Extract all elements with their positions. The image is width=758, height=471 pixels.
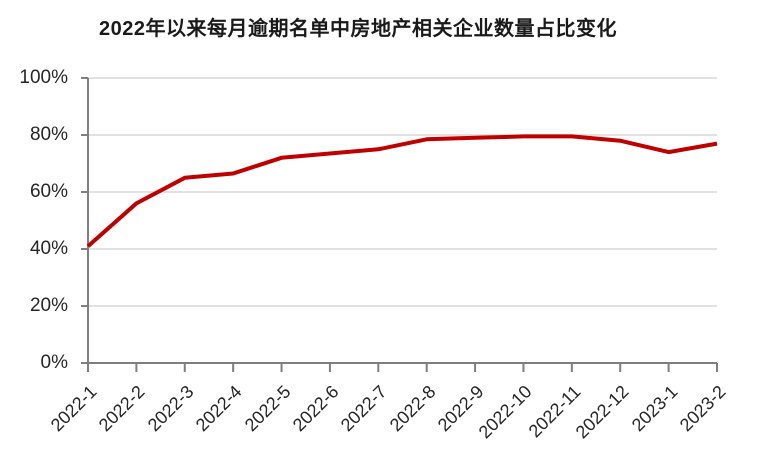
- y-axis-tick-label: 100%: [19, 67, 68, 88]
- axis-ticks: [81, 77, 718, 372]
- axes: [87, 78, 717, 364]
- y-axis-tick-label: 0%: [40, 352, 68, 373]
- gridlines: [88, 77, 717, 307]
- chart-title: 2022年以来每月逾期名单中房地产相关企业数量占比变化: [99, 18, 617, 40]
- y-axis-tick-label: 40%: [29, 238, 68, 259]
- y-axis-tick-label: 60%: [29, 181, 68, 202]
- data-line-series: [86, 134, 718, 248]
- y-axis-tick-label: 80%: [29, 124, 68, 145]
- y-axis-tick-label: 20%: [29, 295, 68, 316]
